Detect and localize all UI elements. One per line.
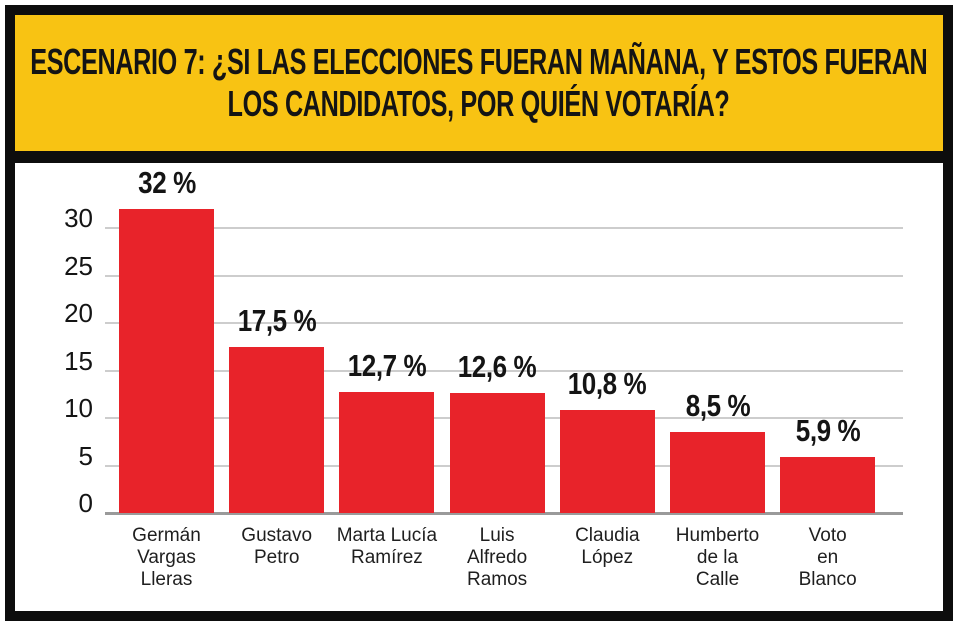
gridline-20 bbox=[105, 322, 903, 324]
category-label-4: Claudia López bbox=[575, 525, 640, 568]
bar-value-label-4: 10,8 % bbox=[568, 366, 647, 402]
x-axis-line bbox=[105, 512, 903, 515]
category-label-3: Luis Alfredo Ramos bbox=[466, 525, 528, 590]
bar-1 bbox=[229, 346, 325, 513]
bar-value-label-3: 12,6 % bbox=[457, 349, 537, 385]
poster-frame: ESCENARIO 7: ¿SI LAS ELECCIONES FUERAN M… bbox=[5, 5, 953, 621]
gridline-25 bbox=[105, 274, 903, 277]
bar-3 bbox=[449, 393, 545, 513]
y-tick-label-25: 25 bbox=[64, 250, 93, 281]
bar-6 bbox=[780, 456, 876, 513]
y-tick-label-20: 20 bbox=[64, 298, 93, 328]
category-label-0: Germán Vargas Lleras bbox=[132, 525, 201, 590]
category-label-5: Humberto de la Calle bbox=[675, 525, 760, 590]
bar-2 bbox=[339, 392, 435, 513]
bar-value-label-0: 32 % bbox=[137, 165, 196, 200]
bar-0 bbox=[119, 209, 214, 513]
bar-value-label-1: 17,5 % bbox=[237, 302, 316, 338]
chart-title-line-1: ESCENARIO 7: ¿SI LAS ELECCIONES FUERAN M… bbox=[30, 41, 928, 82]
y-tick-label-0: 0 bbox=[78, 488, 93, 518]
bar-5 bbox=[670, 432, 765, 513]
bar-value-label-6: 5,9 % bbox=[795, 412, 860, 448]
bar-value-label-2: 12,7 % bbox=[347, 348, 427, 384]
y-tick-label-30: 30 bbox=[64, 203, 93, 233]
chart-title-line-2: LOS CANDIDATOS, POR QUIÉN VOTARÍA? bbox=[228, 83, 730, 124]
banner-divider bbox=[15, 151, 943, 163]
y-tick-label-15: 15 bbox=[64, 345, 93, 376]
gridline-30 bbox=[105, 227, 903, 229]
y-tick-label-10: 10 bbox=[64, 393, 93, 423]
category-label-6: Voto en Blanco bbox=[798, 525, 857, 590]
y-tick-label-5: 5 bbox=[78, 440, 93, 471]
bar-value-label-5: 8,5 % bbox=[685, 388, 750, 424]
title-banner: ESCENARIO 7: ¿SI LAS ELECCIONES FUERAN M… bbox=[15, 15, 943, 151]
category-label-2: Marta Lucía Ramírez bbox=[336, 525, 438, 568]
gridline-15 bbox=[105, 369, 903, 372]
category-label-1: Gustavo Petro bbox=[241, 525, 313, 568]
bar-chart: 0 5 10 15 20 25 30 32 % Germán Vargas Lleras 17,5… bbox=[15, 163, 943, 611]
bar-4 bbox=[559, 410, 655, 513]
